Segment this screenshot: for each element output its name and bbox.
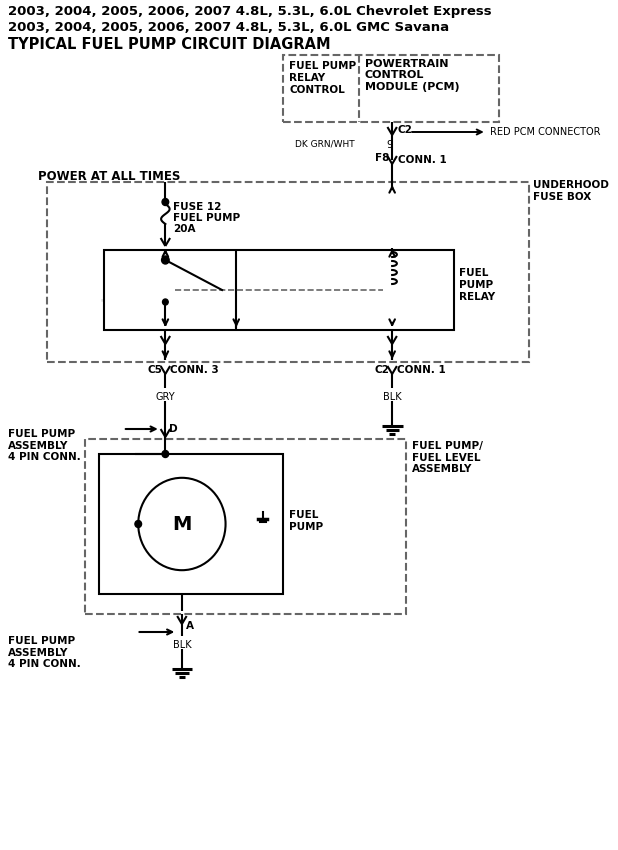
- Text: FUEL PUMP: FUEL PUMP: [173, 213, 240, 223]
- Text: FUEL PUMP
ASSEMBLY
4 PIN CONN.: FUEL PUMP ASSEMBLY 4 PIN CONN.: [7, 429, 80, 462]
- Text: F8: F8: [375, 153, 389, 163]
- Text: FUEL
PUMP: FUEL PUMP: [289, 510, 323, 532]
- Text: TYPICAL FUEL PUMP CIRCUIT DIAGRAM: TYPICAL FUEL PUMP CIRCUIT DIAGRAM: [7, 37, 330, 52]
- Text: C2: C2: [398, 125, 413, 135]
- Text: GRY: GRY: [156, 392, 175, 402]
- Text: FUEL PUMP: FUEL PUMP: [289, 61, 357, 71]
- Text: M: M: [172, 514, 192, 534]
- Text: 2003, 2004, 2005, 2006, 2007 4.8L, 5.3L, 6.0L Chevrolet Express: 2003, 2004, 2005, 2006, 2007 4.8L, 5.3L,…: [7, 5, 491, 18]
- Circle shape: [161, 256, 169, 264]
- Text: FUEL
PUMP
RELAY: FUEL PUMP RELAY: [459, 269, 496, 302]
- Text: C5: C5: [148, 365, 163, 375]
- Text: BLK: BLK: [172, 640, 191, 650]
- Text: RELAY: RELAY: [289, 73, 325, 83]
- Text: D: D: [169, 424, 178, 434]
- Text: CONTROL: CONTROL: [365, 70, 424, 80]
- Text: CONN. 3: CONN. 3: [170, 365, 219, 375]
- Circle shape: [135, 520, 142, 528]
- Text: UNDERHOOD
FUSE BOX: UNDERHOOD FUSE BOX: [533, 180, 609, 201]
- Text: 9: 9: [386, 140, 392, 150]
- Text: CONTROL: CONTROL: [289, 85, 345, 95]
- Text: BLK: BLK: [383, 392, 402, 402]
- Text: CONN. 1: CONN. 1: [397, 365, 446, 375]
- Text: FUEL PUMP/
FUEL LEVEL
ASSEMBLY: FUEL PUMP/ FUEL LEVEL ASSEMBLY: [412, 441, 483, 474]
- Circle shape: [162, 199, 169, 206]
- Circle shape: [163, 299, 168, 305]
- Text: 20A: 20A: [173, 224, 195, 234]
- Text: FUEL PUMP
ASSEMBLY
4 PIN CONN.: FUEL PUMP ASSEMBLY 4 PIN CONN.: [7, 636, 80, 669]
- Text: CONN. 1: CONN. 1: [398, 155, 447, 165]
- Text: troubleshootmyvehicle.com: troubleshootmyvehicle.com: [101, 295, 428, 315]
- Text: DK GRN/WHT: DK GRN/WHT: [295, 139, 354, 149]
- Text: C2: C2: [375, 365, 389, 375]
- Bar: [284, 55, 499, 122]
- Bar: [104, 250, 454, 330]
- Text: FUSE 12: FUSE 12: [173, 202, 221, 212]
- Text: A: A: [185, 621, 193, 631]
- Text: POWER AT ALL TIMES: POWER AT ALL TIMES: [38, 170, 180, 183]
- Text: POWERTRAIN: POWERTRAIN: [365, 59, 448, 69]
- Circle shape: [162, 450, 169, 457]
- Bar: [47, 182, 529, 362]
- Text: RED PCM CONNECTOR: RED PCM CONNECTOR: [491, 127, 601, 137]
- Text: MODULE (PCM): MODULE (PCM): [365, 82, 459, 92]
- Text: 2003, 2004, 2005, 2006, 2007 4.8L, 5.3L, 6.0L GMC Savana: 2003, 2004, 2005, 2006, 2007 4.8L, 5.3L,…: [7, 21, 449, 34]
- Bar: [85, 439, 406, 614]
- Bar: [99, 454, 284, 594]
